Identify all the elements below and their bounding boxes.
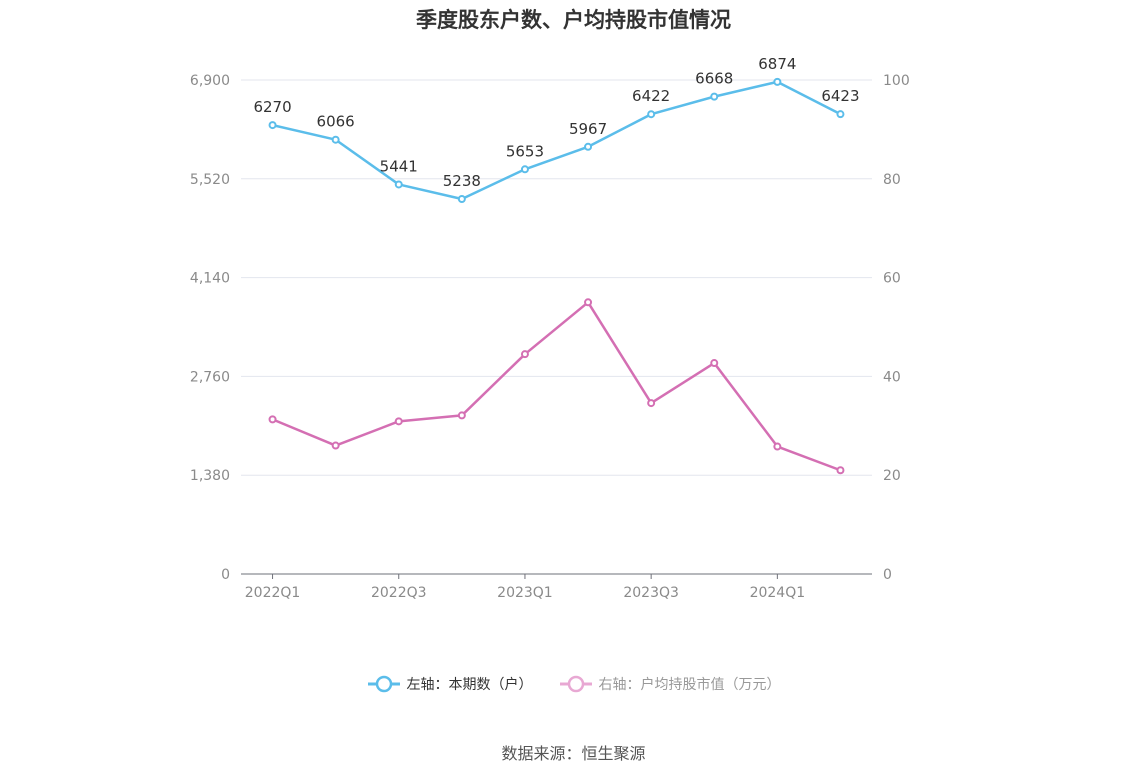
data-point-left bbox=[836, 110, 845, 119]
y-right-tick-label: 80 bbox=[883, 172, 901, 188]
y-left-tick-label: 0 bbox=[221, 567, 230, 583]
y-left-tick-label: 4,140 bbox=[190, 271, 230, 287]
y-right-tick-label: 60 bbox=[883, 271, 901, 287]
data-label: 5653 bbox=[506, 142, 544, 160]
y-left-tick-label: 2,760 bbox=[190, 369, 230, 385]
legend-item-right-series[interactable]: 右轴：户均持股市值（万元） bbox=[559, 674, 781, 694]
data-label: 6423 bbox=[821, 87, 859, 105]
y-right-tick-label: 20 bbox=[883, 468, 901, 484]
y-left-tick-label: 6,900 bbox=[190, 73, 230, 89]
data-point-left bbox=[520, 165, 529, 174]
legend-label-left-series: 左轴：本期数（户） bbox=[406, 677, 533, 693]
data-point-left bbox=[647, 110, 656, 119]
x-tick-label: 2022Q3 bbox=[371, 585, 427, 601]
y-right-tick-label: 40 bbox=[883, 369, 901, 385]
chart-title: 季度股东户数、户均持股市值情况 bbox=[416, 8, 731, 32]
x-tick-label: 2023Q3 bbox=[623, 585, 679, 601]
x-tick-label: 2022Q1 bbox=[245, 585, 301, 601]
legend: 左轴：本期数（户） 右轴：户均持股市值（万元） bbox=[0, 674, 1147, 694]
legend-line-marker-icon bbox=[367, 675, 400, 693]
data-point-right bbox=[394, 417, 403, 426]
data-point-left bbox=[268, 121, 277, 130]
y-right-tick-label: 100 bbox=[883, 73, 910, 89]
data-point-left bbox=[331, 135, 340, 144]
legend-line-marker-icon bbox=[559, 675, 592, 693]
data-point-left bbox=[394, 180, 403, 189]
data-point-right bbox=[710, 359, 719, 368]
data-source: 数据来源：恒生聚源 bbox=[501, 744, 646, 763]
data-label: 5238 bbox=[443, 172, 481, 190]
data-point-right bbox=[584, 298, 593, 307]
data-label: 6874 bbox=[758, 55, 796, 73]
y-right-tick-label: 0 bbox=[883, 567, 892, 583]
y-left-tick-label: 5,520 bbox=[190, 172, 230, 188]
data-label: 6422 bbox=[632, 87, 670, 105]
data-label: 6270 bbox=[253, 98, 291, 116]
data-point-left bbox=[457, 194, 466, 203]
series-line-right bbox=[272, 301, 841, 472]
data-point-right bbox=[268, 415, 277, 424]
data-point-right bbox=[836, 466, 845, 475]
data-point-right bbox=[773, 442, 782, 451]
data-point-left bbox=[584, 142, 593, 151]
data-label: 5441 bbox=[380, 157, 418, 175]
legend-item-left-series[interactable]: 左轴：本期数（户） bbox=[367, 674, 533, 694]
data-label: 6066 bbox=[317, 113, 355, 131]
data-point-right bbox=[457, 411, 466, 420]
data-point-left bbox=[773, 77, 782, 86]
data-point-right bbox=[331, 441, 340, 450]
x-tick-label: 2023Q1 bbox=[497, 585, 553, 601]
legend-label-right-series: 右轴：户均持股市值（万元） bbox=[598, 677, 781, 693]
data-label: 5967 bbox=[569, 120, 607, 138]
data-point-right bbox=[520, 350, 529, 359]
data-label: 6668 bbox=[695, 70, 733, 88]
data-point-left bbox=[710, 92, 719, 101]
x-tick-label: 2024Q1 bbox=[750, 585, 806, 601]
y-left-tick-label: 1,380 bbox=[190, 468, 230, 484]
series-line-left bbox=[272, 80, 842, 201]
data-point-right bbox=[647, 399, 656, 408]
